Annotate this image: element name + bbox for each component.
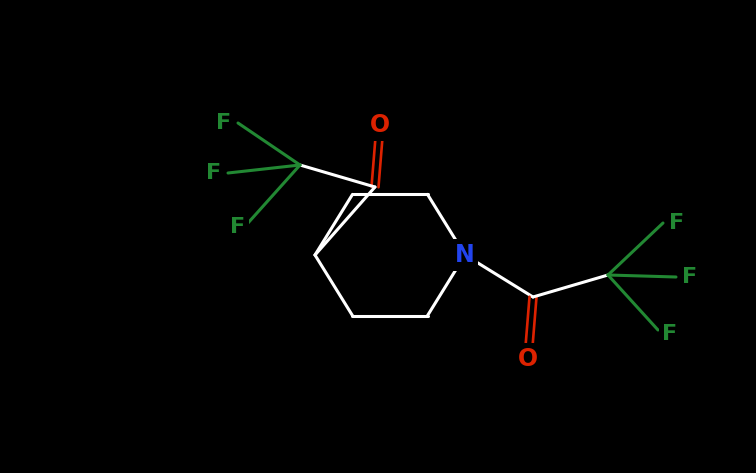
Text: N: N	[455, 243, 475, 267]
Text: F: F	[683, 267, 698, 287]
Text: F: F	[231, 217, 246, 237]
Text: F: F	[206, 163, 222, 183]
Text: O: O	[518, 347, 538, 371]
Text: F: F	[216, 113, 231, 133]
Text: O: O	[370, 113, 390, 137]
Text: F: F	[662, 324, 677, 344]
Text: F: F	[669, 213, 685, 233]
